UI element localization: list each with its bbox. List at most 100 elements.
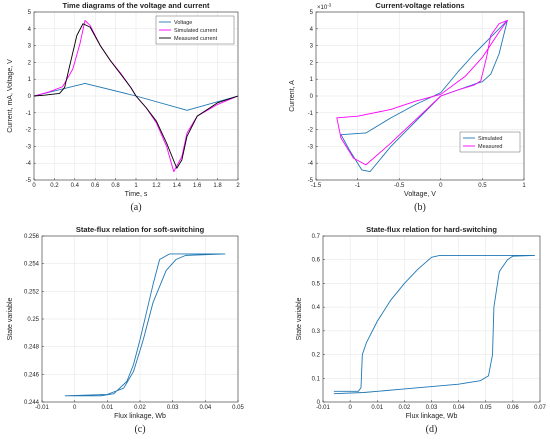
y-tick-label: -3 [26,144,32,150]
y-tick-label: -4 [308,161,314,167]
x-tick-label: 0.04 [199,405,211,411]
x-tick-label: 0 [32,183,36,189]
y-tick-label: 0.25 [27,317,39,323]
y-tick-label: 5 [28,10,32,16]
y-axis-label: State variable [296,297,303,340]
y-tick-label: 0.2 [312,353,321,359]
x-tick-label: 0.6 [91,183,100,189]
y-tick-label: 3 [310,44,314,50]
y-tick-label: 0.4 [312,305,321,311]
legend-entry: Simulated [478,136,502,142]
chart-title: State-flux relation for soft-switching [76,225,205,234]
y-tick-label: 0.256 [24,234,40,240]
x-tick-label: 0.02 [399,405,411,411]
series-line-simulated [340,19,508,173]
series-line-measured [336,19,508,166]
chart-panel-c: -0.01 0 0.01 0.02 0.03 0.04 0.05 0.244 0.246 0.24… [7,225,244,435]
x-axis-label: Voltage, V [404,191,436,198]
y-axis-label: Current, mA, Voltage, V [7,59,14,133]
x-tick-label: 0.01 [101,405,113,411]
x-tick-label: 1.2 [152,183,161,189]
x-tick-label: 0.5 [478,183,487,189]
panel-label: (d) [426,424,438,435]
legend-entry: Measured current [174,36,218,42]
y-tick-label: 0.254 [24,262,40,268]
x-tick-label: 0.8 [111,183,120,189]
y-tick-label: 0.248 [24,345,40,351]
x-axis-label: Flux linkage, Wb [406,413,458,420]
y-tick-label: -2 [308,128,314,134]
x-tick-label: -1.5 [311,183,322,189]
legend-entry: Voltage [174,20,192,26]
y-tick-label: 1 [310,77,314,83]
panel-label: (c) [134,424,145,435]
x-tick-label: -0.01 [35,405,49,411]
y-tick-label: 2 [310,60,314,66]
x-tick-label: 0.03 [167,405,179,411]
x-tick-label: 0.07 [534,405,546,411]
x-tick-label: 2 [236,183,240,189]
chart-title: Current-voltage relations [375,1,464,10]
x-tick-label: 0 [73,405,77,411]
y-tick-label: 0.5 [312,281,321,287]
y-tick-label: -4 [26,161,32,167]
x-axis-label: Flux linkage, Wb [114,413,166,420]
x-tick-label: 1.4 [173,183,182,189]
y-tick-label: -1 [26,111,32,117]
x-tick-label: -0.01 [316,405,330,411]
y-tick-label: 4 [310,27,314,33]
panel-label: (b) [414,202,426,213]
y-tick-label: -1 [308,111,314,117]
y-tick-label: -5 [308,178,314,184]
y-axis-label: Current, A [289,80,296,112]
legend [459,131,521,153]
x-tick-label: -0.5 [394,183,405,189]
x-tick-label: 1 [134,183,138,189]
y-tick-label: 0.1 [312,376,321,382]
y-tick-label: -2 [26,128,32,134]
y-tick-label: 1 [28,77,32,83]
panel-label: (a) [130,202,141,213]
y-axis-multiplier: ×10-3 [317,3,332,12]
y-tick-label: 0 [28,94,32,100]
x-tick-label: 0.06 [507,405,519,411]
series-line-1 [64,253,226,397]
x-tick-label: 1 [522,183,526,189]
x-tick-label: 0.01 [371,405,383,411]
y-tick-label: 0.6 [312,258,321,264]
y-tick-label: 0.244 [24,400,40,406]
y-tick-label: 0 [310,94,314,100]
y-tick-label: 0 [317,400,321,406]
y-tick-label: 2 [28,60,32,66]
y-tick-label: -3 [308,144,314,150]
y-tick-label: 0.7 [312,234,321,240]
y-tick-label: 0.252 [24,289,40,295]
x-tick-label: 0.03 [426,405,438,411]
series-line-measured-current [33,23,239,169]
series-line-1 [333,255,536,395]
x-tick-label: 0.4 [71,183,80,189]
y-tick-label: 3 [28,44,32,50]
y-tick-label: 0.246 [24,372,40,378]
y-tick-label: 4 [28,27,32,33]
chart-panel-d: -0.01 0 0.01 0.02 0.03 0.04 0.05 0.06 0.0700.10.… [296,225,546,435]
y-tick-label: 0.3 [312,329,321,335]
x-tick-label: 1.8 [213,183,222,189]
x-tick-label: 0 [348,405,352,411]
legend-entry: Simulated current [174,28,218,34]
x-tick-label: 1.6 [193,183,202,189]
legend-entry: Measured [478,144,502,150]
chart-panel-b: -1.5 -1 -0.5 0 0.5 1 -5 -4 -3 -2 -1 0 1 2 3 4 5×10-3 Curr… [289,1,526,213]
x-tick-label: -1 [355,183,361,189]
x-tick-label: 0.2 [50,183,59,189]
chart-title: State-flux relation for hard-switching [366,225,497,234]
y-tick-label: -5 [26,178,32,184]
x-tick-label: 0.05 [232,405,244,411]
x-tick-label: 0.05 [480,405,492,411]
x-tick-label: 0.02 [134,405,146,411]
x-axis-label: Time, s [125,191,148,198]
y-tick-label: 5 [310,10,314,16]
chart-title: Time diagrams of the voltage and current [63,1,210,10]
x-tick-label: 0 [439,183,443,189]
